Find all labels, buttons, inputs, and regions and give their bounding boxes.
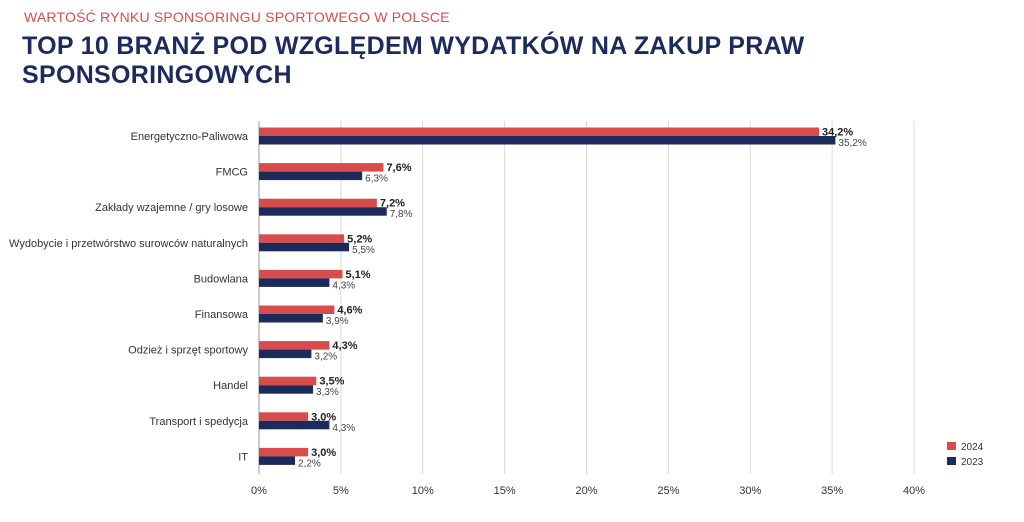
x-tick-label: 35% [821,485,843,497]
data-label-2023: 4,3% [332,280,355,291]
data-label-2024: 3,0% [311,447,336,459]
data-label-2024: 5,1% [346,269,371,281]
bar-2023 [259,171,363,181]
bar-2024 [259,412,309,421]
category-label: FMCG [216,167,248,179]
data-label-2024: 7,2% [380,198,405,210]
x-tick-label: 10% [412,485,434,497]
x-tick-label: 15% [494,485,516,497]
bar-2023 [259,385,314,394]
category-label: Odzież i sprzęt sportowy [128,345,248,357]
category-label: Budowlana [194,273,249,285]
bar-2023 [259,456,296,465]
x-tick-label: 0% [251,485,267,497]
bar-2023 [259,278,330,287]
bar-2023 [259,207,387,216]
data-label-2024: 4,6% [337,305,362,317]
bar-2024 [259,305,335,314]
data-label-2024: 3,5% [319,376,344,388]
data-label-2024: 4,3% [332,340,357,352]
legend-label: 2024 [961,442,984,453]
legend-swatch [947,457,956,465]
category-label: IT [238,451,248,463]
bar-2024 [259,341,330,350]
data-label-2023: 6,3% [365,174,388,185]
category-label: Wydobycie i przetwórstwo surowców natura… [9,238,248,250]
data-label-2024: 34,2% [822,127,853,139]
category-label: Zakłady wzajemne / gry losowe [95,202,248,214]
bar-2024 [259,447,309,457]
bar-2024 [259,376,317,386]
data-label-2023: 3,2% [314,352,337,363]
data-label-2023: 4,3% [332,423,355,434]
chart-supertitle: WARTOŚĆ RYNKU SPONSORINGU SPORTOWEGO W P… [24,9,450,25]
bar-2024 [259,269,343,279]
category-label: Finansowa [195,309,249,321]
data-label-2024: 3,0% [311,411,336,423]
category-label: Transport i spedycja [149,416,249,428]
x-tick-label: 20% [575,485,597,497]
data-label-2023: 3,3% [316,387,339,398]
data-label-2024: 5,2% [347,233,372,245]
data-label-2023: 35,2% [838,138,866,149]
bar-2024 [259,198,377,208]
bar-2024 [259,127,820,136]
bar-2024 [259,163,384,172]
x-tick-label: 30% [739,485,761,497]
bar-2024 [259,234,345,243]
data-label-2023: 7,8% [390,209,413,220]
x-tick-label: 40% [903,485,925,497]
bar-2023 [259,349,312,359]
data-label-2023: 2,2% [298,458,321,469]
chart-title: TOP 10 BRANŻ POD WZGLĘDEM WYDATKÓW NA ZA… [22,32,805,89]
data-label-2023: 5,5% [352,245,375,256]
bar-2023 [259,420,330,430]
bar-2023 [259,242,350,252]
bar-2023 [259,136,836,145]
x-tick-label: 25% [657,485,679,497]
data-label-2023: 3,9% [326,316,349,327]
category-label: Energetyczno-Paliwowa [131,131,249,143]
bar-2023 [259,314,323,323]
data-label-2024: 7,6% [386,162,411,174]
x-tick-label: 5% [333,485,349,497]
legend-label: 2023 [961,457,984,468]
category-label: Handel [213,380,248,392]
legend-swatch [947,442,956,450]
